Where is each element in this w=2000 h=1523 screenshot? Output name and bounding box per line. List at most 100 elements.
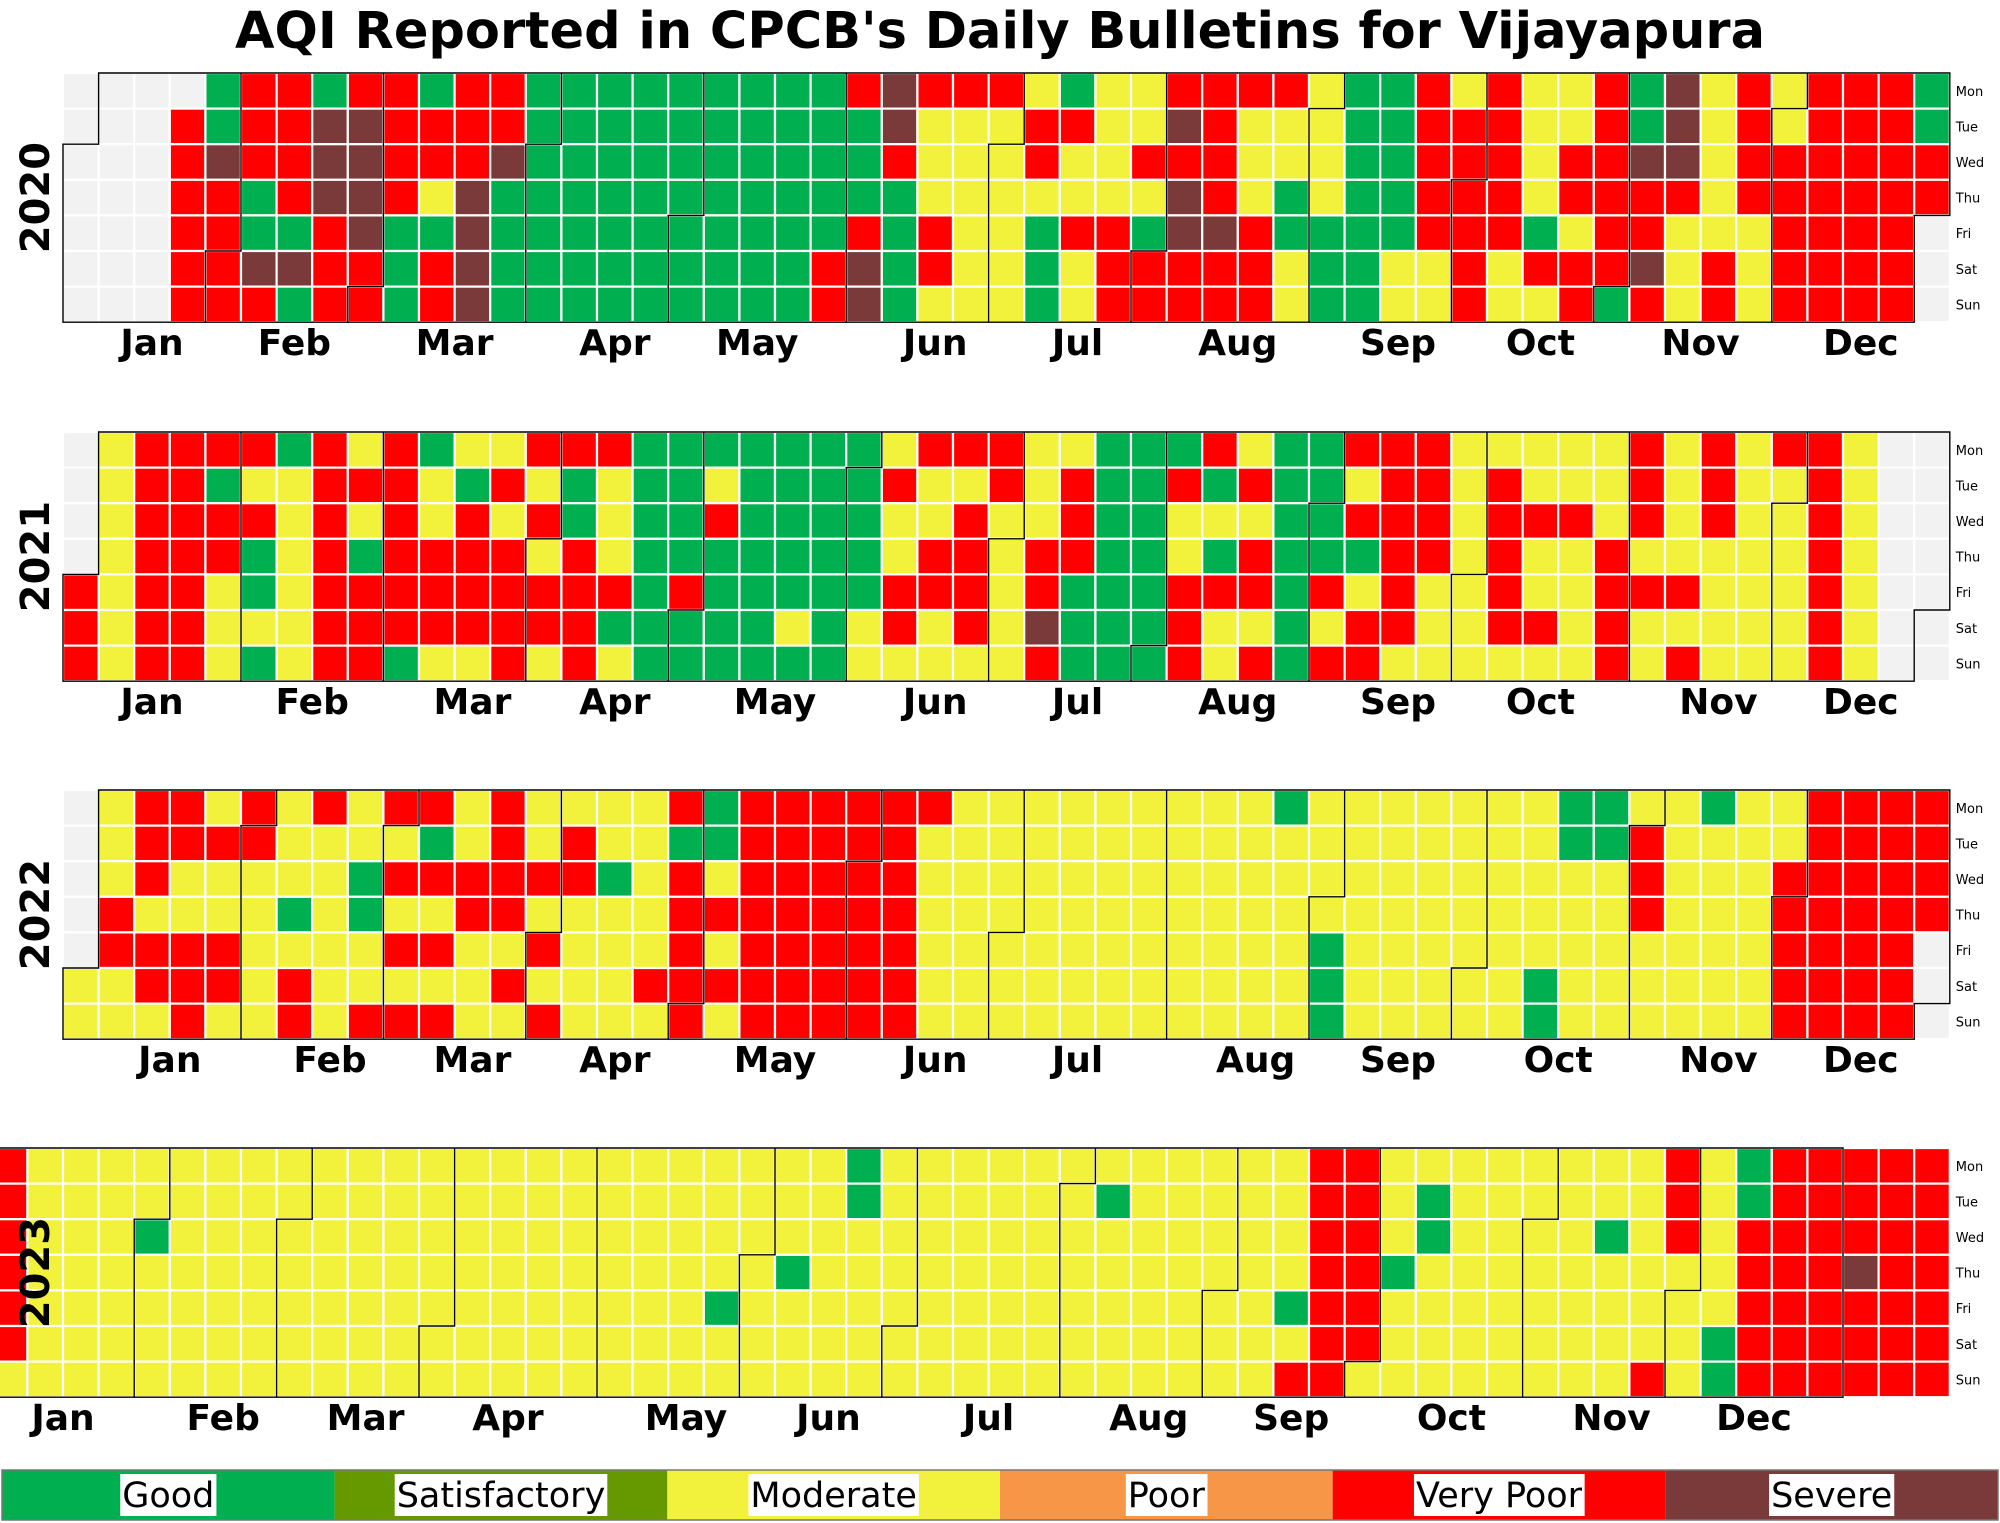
day-cell bbox=[1201, 1253, 1239, 1292]
day-cell bbox=[1094, 931, 1133, 970]
day-cell bbox=[1699, 573, 1738, 612]
day-cell bbox=[1094, 644, 1133, 683]
day-cell bbox=[631, 1324, 670, 1363]
day-cell bbox=[1770, 824, 1809, 863]
day-cell bbox=[61, 430, 100, 469]
day-cell bbox=[1841, 178, 1880, 217]
day-cell bbox=[1129, 1146, 1168, 1185]
day-cell bbox=[1450, 573, 1489, 612]
day-cell bbox=[168, 573, 207, 612]
day-cell bbox=[311, 1218, 349, 1256]
day-cell bbox=[1521, 895, 1560, 934]
day-cell bbox=[1201, 537, 1239, 576]
day-cell bbox=[1094, 249, 1133, 288]
day-cell bbox=[1735, 466, 1773, 505]
day-cell bbox=[1058, 1146, 1097, 1185]
day-cell bbox=[738, 1182, 777, 1221]
day-cell bbox=[1663, 895, 1702, 934]
day-cell bbox=[133, 107, 171, 146]
month-separator bbox=[1771, 790, 1809, 1040]
day-cell bbox=[631, 214, 670, 253]
day-cell bbox=[1628, 1324, 1667, 1363]
month-label-feb: Feb bbox=[293, 1040, 366, 1081]
day-cell bbox=[667, 788, 705, 827]
day-cell bbox=[595, 788, 634, 827]
day-cell bbox=[311, 1182, 349, 1221]
day-cell bbox=[1094, 1218, 1133, 1256]
day-cell bbox=[1414, 143, 1453, 181]
day-cell bbox=[417, 430, 456, 469]
day-cell bbox=[1165, 1218, 1204, 1256]
day-cell bbox=[951, 788, 990, 827]
day-cell bbox=[1379, 537, 1417, 576]
day-cell bbox=[133, 1253, 171, 1292]
day-cell bbox=[1236, 1253, 1275, 1292]
day-cell bbox=[1521, 608, 1560, 647]
day-cell bbox=[1414, 214, 1453, 253]
day-cell bbox=[1877, 214, 1916, 253]
day-cell bbox=[133, 860, 171, 898]
day-cell bbox=[453, 466, 492, 505]
day-cell bbox=[1557, 860, 1595, 898]
day-cell bbox=[1628, 1002, 1667, 1041]
day-cell bbox=[489, 1289, 527, 1328]
month-label-aug: Aug bbox=[1109, 1398, 1188, 1439]
day-cell bbox=[382, 931, 421, 970]
day-cell bbox=[133, 71, 171, 110]
day-cell bbox=[417, 107, 456, 146]
day-cell bbox=[1272, 249, 1311, 288]
day-cell bbox=[453, 143, 492, 181]
day-cell bbox=[61, 502, 100, 540]
day-cell bbox=[1129, 1289, 1168, 1328]
day-cell bbox=[702, 1182, 741, 1221]
day-cell bbox=[1307, 107, 1346, 146]
day-cell bbox=[738, 824, 777, 863]
day-cell bbox=[61, 466, 100, 505]
day-cell bbox=[1735, 430, 1773, 469]
weekday-label-mon: Mon bbox=[1956, 802, 1983, 817]
day-cell bbox=[595, 249, 634, 288]
day-cell bbox=[1663, 788, 1702, 827]
day-cell bbox=[168, 214, 207, 253]
day-cell bbox=[453, 608, 492, 647]
day-cell bbox=[1236, 644, 1275, 683]
day-cell bbox=[1557, 644, 1595, 683]
day-cell bbox=[880, 931, 919, 970]
day-cell bbox=[1913, 1360, 1951, 1399]
day-cell bbox=[168, 1002, 207, 1041]
day-cell bbox=[667, 1324, 705, 1363]
day-cell bbox=[1877, 1253, 1916, 1292]
day-cell bbox=[1521, 249, 1560, 288]
day-cell bbox=[1841, 1218, 1880, 1256]
day-cell bbox=[1307, 1002, 1346, 1041]
day-cell bbox=[524, 895, 563, 934]
day-cell bbox=[631, 824, 670, 863]
day-cell bbox=[204, 860, 243, 898]
day-cell bbox=[168, 966, 207, 1005]
day-cell bbox=[311, 931, 349, 970]
day-cell bbox=[987, 107, 1026, 146]
day-cell bbox=[595, 1146, 634, 1185]
day-cell bbox=[1272, 644, 1311, 683]
day-cell bbox=[1201, 1360, 1239, 1399]
day-cell bbox=[631, 285, 670, 324]
day-cell bbox=[1129, 860, 1168, 898]
day-cell bbox=[880, 143, 919, 181]
day-cell bbox=[738, 1002, 777, 1041]
day-cell bbox=[631, 537, 670, 576]
day-cell bbox=[1592, 502, 1631, 540]
day-cell bbox=[667, 214, 705, 253]
day-cell bbox=[738, 502, 777, 540]
day-cell bbox=[489, 1324, 527, 1363]
day-cell bbox=[275, 214, 314, 253]
day-cell bbox=[1094, 1324, 1133, 1363]
day-cell bbox=[1343, 107, 1382, 146]
day-cell bbox=[453, 1218, 492, 1256]
day-cell bbox=[916, 895, 955, 934]
day-cell bbox=[845, 285, 883, 324]
day-cell bbox=[346, 1146, 385, 1185]
day-cell bbox=[1770, 966, 1809, 1005]
day-cell bbox=[1094, 1289, 1133, 1328]
day-cell bbox=[382, 1002, 421, 1041]
day-cell bbox=[311, 71, 349, 110]
